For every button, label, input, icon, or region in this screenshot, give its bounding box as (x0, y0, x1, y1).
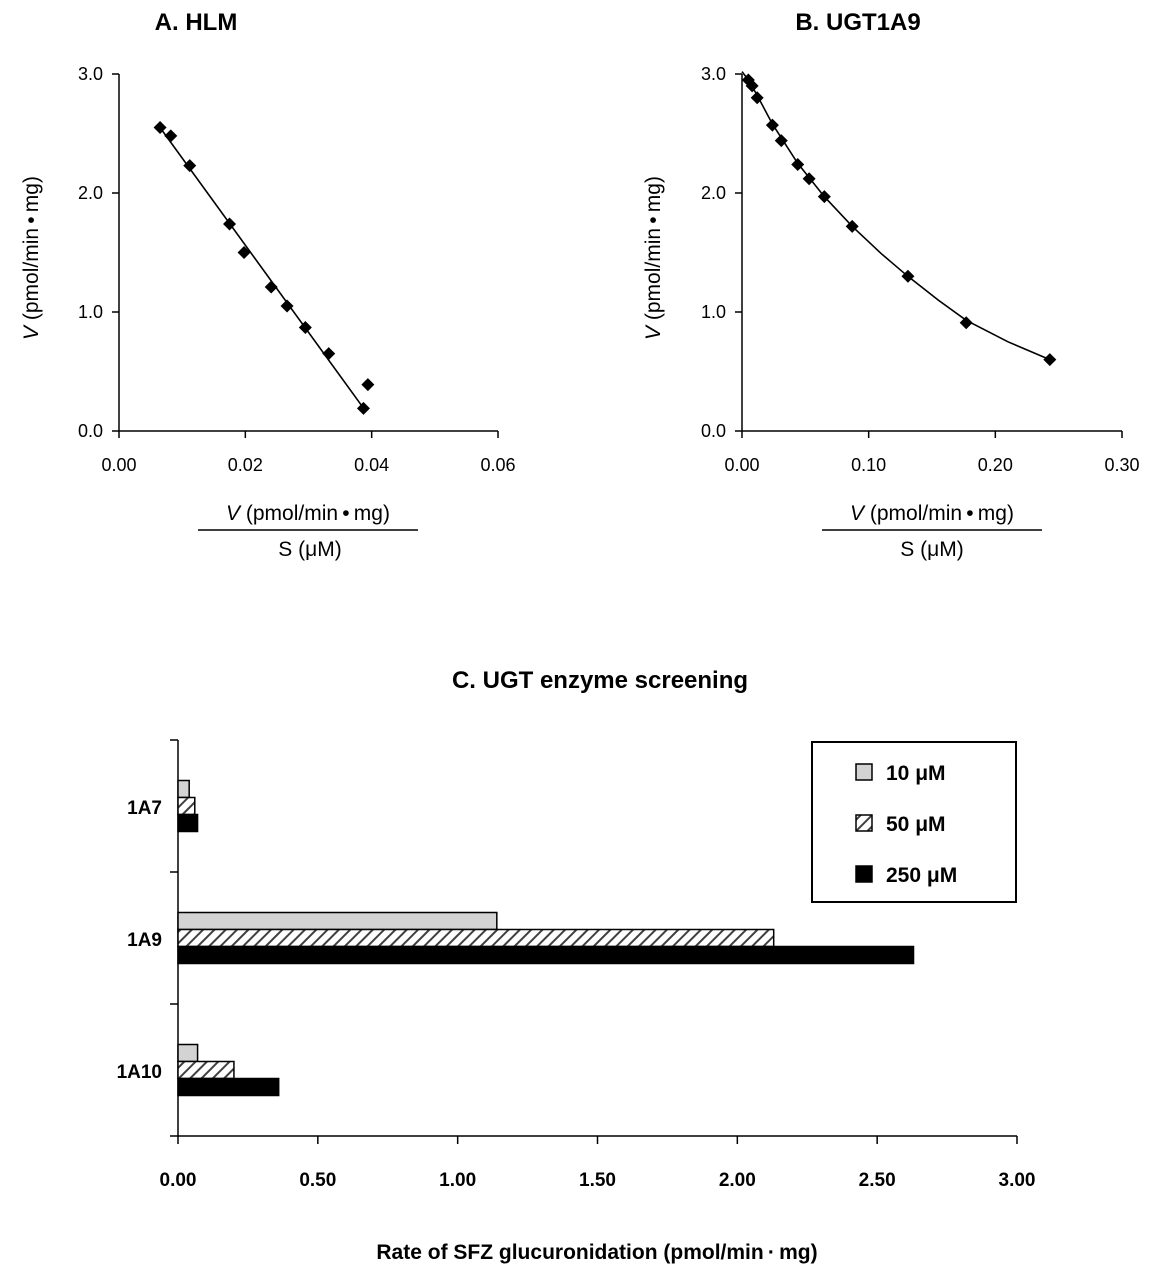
panel-a-title: A. HLM (155, 9, 238, 36)
panel-a-data-point (237, 246, 251, 259)
panel-c-bars (177, 779, 915, 1097)
panel-b-y-tick-label: 2.0 (701, 183, 726, 203)
legend-swatch-0 (855, 763, 873, 781)
panel-a-marks (153, 121, 375, 415)
panel-c-x-tick-label: 0.00 (160, 1170, 197, 1191)
panel-a-x-label-numerator: V (pmol/min • mg) (226, 502, 390, 525)
panel-a-data-point (153, 121, 167, 135)
panel-b-data-point (959, 316, 973, 330)
panel-b-data-point (845, 219, 859, 233)
panel-b-x-tick-label: 0.30 (1104, 455, 1139, 475)
panel-c-category-label: 1A10 (117, 1062, 162, 1083)
panel-a-x-tick-label: 0.04 (354, 455, 389, 475)
panel-a-axes: 0.0 1.0 2.0 3.0 0.00 0.02 0.04 0.06 (78, 64, 516, 475)
panel-b-data-point (817, 190, 831, 204)
panel-b-x-tick-label: 0.20 (978, 455, 1013, 475)
panel-c-x-tick-label: 3.00 (999, 1170, 1036, 1191)
bar-1a10-series-0 (177, 1043, 199, 1063)
panel-a-x-tick-label: 0.06 (480, 455, 515, 475)
panel-b-x-label-denominator: S (μM) (900, 538, 963, 561)
panel-b-data-point (802, 172, 816, 186)
panel-b-y-label-v: V (642, 324, 665, 340)
panel-b-x-label-unit: (pmol/min • mg) (864, 502, 1014, 525)
panel-c-title: C. UGT enzyme screening (452, 667, 748, 694)
panel-b-data-point (1043, 353, 1057, 367)
panel-a: A. HLM 0.0 1.0 2.0 3.0 0.00 0.02 0.04 0.06 V (p… (20, 9, 516, 561)
panel-a-x-label-unit: (pmol/min • mg) (240, 502, 390, 525)
bar-1a7-series-0 (177, 779, 190, 799)
panel-a-y-tick-label: 3.0 (78, 64, 103, 84)
panel-a-y-tick-label: 2.0 (78, 183, 103, 203)
panel-b-fit-line (741, 71, 1051, 361)
panel-b-x-label-v: V (850, 502, 866, 525)
bar-1a10-series-1 (177, 1060, 235, 1080)
panel-b-y-axis-label: V (pmol/min • mg) (642, 176, 665, 340)
panel-a-data-point (164, 129, 178, 143)
panel-c-category-label: 1A7 (127, 798, 162, 819)
bar-1a9-series-1 (177, 928, 775, 948)
panel-a-x-label-v: V (226, 502, 242, 525)
panel-a-fit-line (159, 127, 364, 408)
panel-c-x-tick-label: 0.50 (299, 1170, 336, 1191)
panel-a-y-tick-label: 1.0 (78, 302, 103, 322)
panel-b-y-label-unit: (pmol/min • mg) (642, 176, 665, 326)
legend-swatch-2 (855, 865, 873, 883)
panel-a-x-axis-label: V (pmol/min • mg) S (μM) (198, 502, 418, 561)
panel-b-x-label-numerator: V (pmol/min • mg) (850, 502, 1014, 525)
panel-b-axes: 0.0 1.0 2.0 3.0 0.00 0.10 0.20 0.30 (701, 64, 1140, 475)
panel-c-x-tick-label: 1.50 (579, 1170, 616, 1191)
panel-a-x-tick-label: 0.00 (101, 455, 136, 475)
panel-c-category-label: 1A9 (127, 930, 162, 951)
panel-c-x-tick-label: 2.00 (719, 1170, 756, 1191)
panel-a-data-point (298, 320, 312, 334)
legend-label-2: 250 μM (886, 864, 957, 887)
panel-b-data-point (765, 118, 779, 132)
panel-c-x-tick-label: 2.50 (859, 1170, 896, 1191)
panel-b-data-point (745, 79, 759, 93)
panel-b-x-tick-label: 0.00 (724, 455, 759, 475)
panel-c-x-axis-label: Rate of SFZ glucuronidation (pmol/min · … (376, 1241, 817, 1264)
panel-a-y-axis-label: V (pmol/min • mg) (20, 176, 43, 340)
panel-a-data-point (280, 299, 294, 313)
panel-b-data-point (750, 91, 764, 105)
panel-c-x-tick-label: 1.00 (439, 1170, 476, 1191)
panel-a-data-point (264, 280, 278, 294)
panel-b-title: B. UGT1A9 (795, 9, 920, 36)
bar-1a10-series-2 (177, 1077, 280, 1097)
panel-a-y-label-v: V (20, 324, 43, 340)
legend-box (811, 741, 1017, 903)
panel-b: B. UGT1A9 0.0 1.0 2.0 3.0 0.00 0.10 0.20 0.30 V… (642, 9, 1140, 561)
panel-c: C. UGT enzyme screening 0.00 0.50 1.00 1.50… (117, 667, 1036, 1264)
panel-a-y-tick-label: 0.0 (78, 421, 103, 441)
bar-1a7-series-1 (177, 796, 196, 816)
panel-a-data-point (183, 159, 197, 173)
legend-label-1: 50 μM (886, 813, 946, 836)
panel-a-data-point (361, 378, 375, 392)
panel-b-data-point (791, 157, 805, 171)
legend-label-0: 10 μM (886, 762, 946, 785)
panel-c-legend: 10 μM 50 μM 250 μM (811, 741, 1017, 903)
panel-b-x-axis-label: V (pmol/min • mg) S (μM) (822, 502, 1042, 561)
panel-b-marks (741, 71, 1057, 367)
panel-a-data-point (356, 401, 370, 415)
bar-1a9-series-0 (177, 911, 498, 931)
panel-a-x-tick-label: 0.02 (228, 455, 263, 475)
panel-a-y-label-unit: (pmol/min • mg) (20, 176, 43, 326)
panel-b-y-tick-label: 1.0 (701, 302, 726, 322)
bar-1a9-series-2 (177, 945, 915, 965)
bar-1a7-series-2 (177, 813, 199, 833)
legend-swatch-1 (855, 814, 873, 832)
panel-b-data-point (774, 134, 788, 148)
panel-b-y-tick-label: 3.0 (701, 64, 726, 84)
panel-b-x-tick-label: 0.10 (851, 455, 886, 475)
panel-b-y-tick-label: 0.0 (701, 421, 726, 441)
panel-a-data-point (322, 347, 336, 361)
panel-a-x-label-denominator: S (μM) (278, 538, 341, 561)
panel-a-data-point (223, 217, 237, 231)
panel-b-data-point (901, 269, 915, 283)
